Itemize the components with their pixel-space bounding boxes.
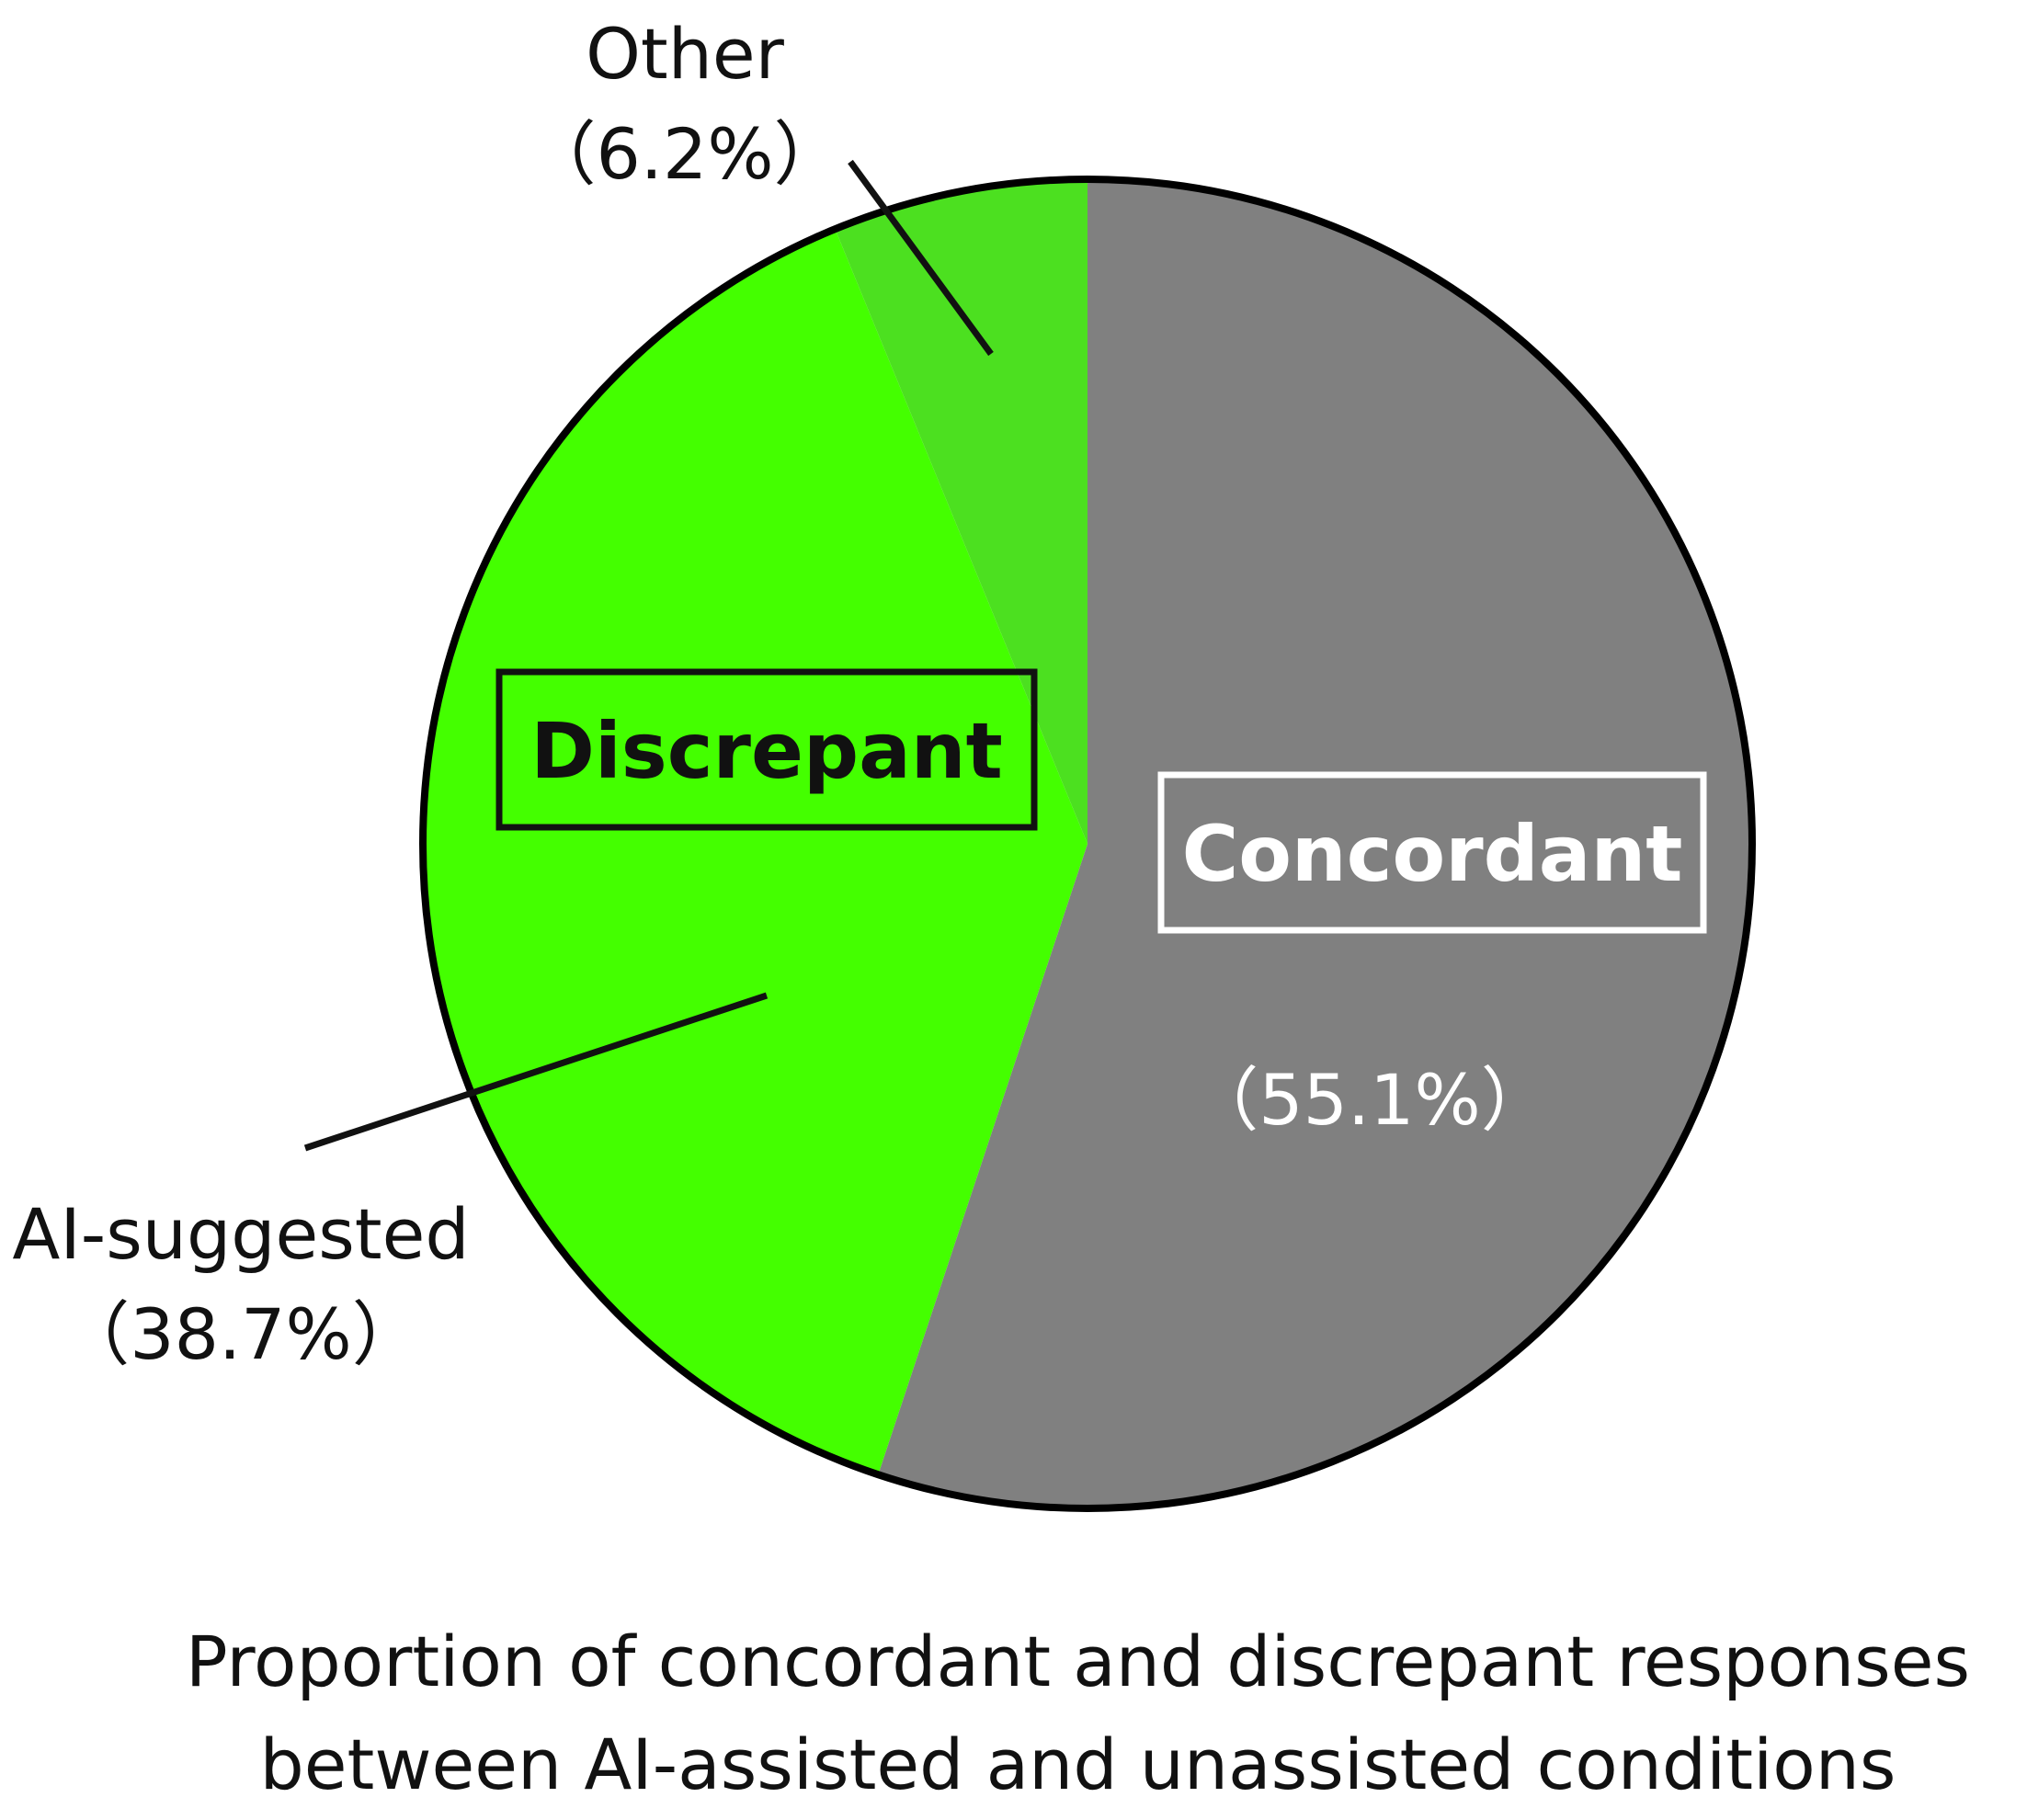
pie-slice-other — [835, 179, 1088, 844]
caption-line-1: Proportion of concordant and discrepant … — [185, 1621, 1971, 1702]
concordant-label-box — [1157, 771, 1707, 934]
pie-slice-concordant — [878, 179, 1752, 1508]
leader-line-other — [848, 159, 994, 357]
discrepant-label: Discrepant — [530, 706, 1002, 796]
caption-line-2: between AI-assisted and unassisted condi… — [259, 1723, 1896, 1805]
concordant-percentage: （55.1%） — [1189, 1059, 1550, 1141]
other-percentage: （6.2%） — [526, 113, 843, 195]
concordant-label: Concordant — [1182, 809, 1683, 899]
pie-slice-ai-suggested — [422, 229, 1088, 1475]
discrepant-label-box — [495, 668, 1038, 831]
other-label: Other — [586, 13, 785, 95]
pie-outline — [419, 176, 1756, 1512]
ai-suggested-label: AI-suggested — [12, 1193, 469, 1275]
ai-suggested-percentage: （38.7%） — [60, 1293, 421, 1375]
leader-line-ai-suggested — [303, 992, 769, 1152]
